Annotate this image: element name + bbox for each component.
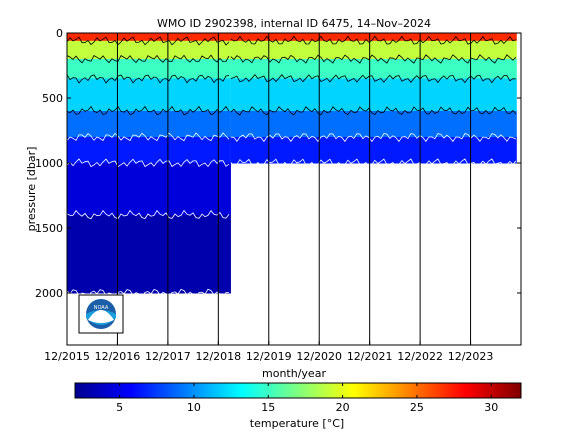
contour-line bbox=[67, 158, 230, 168]
temperature-band bbox=[230, 137, 517, 164]
temperature-band bbox=[67, 137, 231, 164]
colorbar-gradient bbox=[74, 382, 522, 399]
contour-line bbox=[67, 209, 230, 220]
colorbar: 5 10 15 20 25 30 bbox=[74, 382, 522, 414]
x-tick-label: 12/2015 bbox=[44, 350, 90, 363]
temperature-band bbox=[67, 78, 231, 112]
temperature-band bbox=[67, 59, 231, 79]
colorbar-tick-label: 5 bbox=[116, 401, 123, 414]
noaa-logo: NOAA bbox=[78, 294, 124, 334]
x-axis-title: month/year bbox=[262, 367, 326, 380]
logo-bird bbox=[88, 310, 114, 323]
y-tick-label: 500 bbox=[42, 92, 63, 105]
x-tick-label: 12/2018 bbox=[195, 350, 241, 363]
colorbar-tick-label: 15 bbox=[261, 401, 275, 414]
temperature-band bbox=[230, 78, 517, 112]
contour-line bbox=[67, 74, 230, 84]
temperature-band bbox=[67, 163, 231, 216]
y-tick-label: 0 bbox=[56, 27, 63, 40]
contour-line bbox=[67, 105, 230, 116]
colorbar-title: temperature [°C] bbox=[250, 417, 344, 430]
temperature-band bbox=[67, 33, 231, 42]
plot-frame bbox=[66, 32, 522, 346]
colorbar-tick-label: 10 bbox=[187, 401, 201, 414]
y-tick-label: 1000 bbox=[35, 157, 63, 170]
contour-line bbox=[67, 288, 230, 299]
y-tick-label: 1500 bbox=[35, 222, 63, 235]
contour-line bbox=[67, 36, 230, 46]
x-tick-label: 12/2020 bbox=[296, 350, 342, 363]
x-tick-label: 12/2019 bbox=[246, 350, 292, 363]
temperature-band bbox=[67, 215, 231, 294]
temperature-band bbox=[67, 40, 231, 60]
x-tick-label: 12/2016 bbox=[95, 350, 141, 363]
x-tick-label: 12/2021 bbox=[347, 350, 393, 363]
temperature-band bbox=[67, 111, 231, 138]
contour-line bbox=[67, 54, 230, 64]
contour-line bbox=[230, 106, 517, 116]
contour-line bbox=[67, 132, 230, 142]
logo-text: NOAA bbox=[94, 305, 109, 311]
colorbar-tick-label: 30 bbox=[484, 401, 498, 414]
contour-line bbox=[230, 54, 517, 64]
temperature-band bbox=[230, 59, 517, 79]
contour-line bbox=[230, 35, 517, 45]
axes: 12/2015 12/2016 12/2017 12/2018 12/2019 12/20… bbox=[35, 27, 522, 363]
x-tick-label: 12/2023 bbox=[448, 350, 494, 363]
x-tick-label: 12/2017 bbox=[145, 350, 191, 363]
contour-line bbox=[230, 73, 516, 84]
y-axis-title: pressure [dbar] bbox=[25, 147, 38, 232]
colorbar-tick-label: 20 bbox=[336, 401, 350, 414]
plot-area bbox=[67, 33, 517, 299]
x-tick-label: 12/2022 bbox=[397, 350, 443, 363]
contour-line bbox=[230, 133, 517, 143]
temperature-band bbox=[230, 40, 517, 60]
colorbar-tick-label: 25 bbox=[410, 401, 424, 414]
chart-title: WMO ID 2902398, internal ID 6475, 14–Nov… bbox=[157, 17, 431, 30]
contour-line bbox=[230, 158, 517, 168]
y-tick-label: 2000 bbox=[35, 287, 63, 300]
temperature-band bbox=[230, 111, 517, 138]
